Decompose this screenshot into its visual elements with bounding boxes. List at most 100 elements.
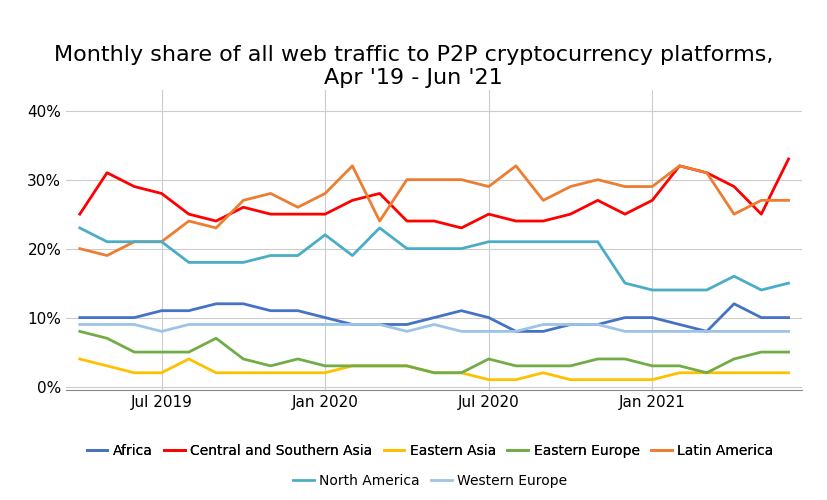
North America bbox=[375, 225, 385, 231]
Eastern Europe bbox=[784, 349, 794, 355]
Central and Southern Asia bbox=[293, 211, 303, 217]
Line: North America: North America bbox=[79, 228, 789, 290]
Africa bbox=[484, 314, 494, 320]
Western Europe bbox=[74, 322, 84, 328]
Latin America bbox=[293, 204, 303, 210]
Central and Southern Asia bbox=[593, 198, 603, 203]
Line: Central and Southern Asia: Central and Southern Asia bbox=[79, 159, 789, 228]
Eastern Asia bbox=[211, 370, 221, 376]
Latin America bbox=[211, 225, 221, 231]
Latin America bbox=[593, 176, 603, 182]
Eastern Europe bbox=[184, 349, 194, 355]
North America bbox=[320, 232, 330, 238]
Eastern Asia bbox=[566, 376, 576, 382]
Line: Latin America: Latin America bbox=[79, 166, 789, 256]
Central and Southern Asia bbox=[156, 190, 166, 196]
Central and Southern Asia bbox=[675, 163, 685, 169]
Africa bbox=[511, 328, 521, 334]
Latin America bbox=[265, 190, 275, 196]
Latin America bbox=[74, 246, 84, 252]
Western Europe bbox=[784, 328, 794, 334]
Line: Eastern Asia: Eastern Asia bbox=[79, 359, 789, 380]
Western Europe bbox=[620, 328, 630, 334]
Latin America bbox=[484, 184, 494, 190]
Africa bbox=[566, 322, 576, 328]
Latin America bbox=[238, 198, 248, 203]
Eastern Asia bbox=[538, 370, 548, 376]
Eastern Europe bbox=[702, 370, 712, 376]
Eastern Asia bbox=[293, 370, 303, 376]
Eastern Europe bbox=[265, 363, 275, 369]
Central and Southern Asia bbox=[74, 211, 84, 217]
Eastern Europe bbox=[675, 363, 685, 369]
North America bbox=[402, 246, 412, 252]
Central and Southern Asia bbox=[211, 218, 221, 224]
Western Europe bbox=[184, 322, 194, 328]
Western Europe bbox=[675, 328, 685, 334]
Africa bbox=[293, 308, 303, 314]
Latin America bbox=[757, 198, 767, 203]
North America bbox=[784, 280, 794, 286]
North America bbox=[457, 246, 466, 252]
Western Europe bbox=[156, 328, 166, 334]
Central and Southern Asia bbox=[129, 184, 139, 190]
Africa bbox=[784, 314, 794, 320]
Africa bbox=[102, 314, 112, 320]
Eastern Europe bbox=[293, 356, 303, 362]
Africa bbox=[429, 314, 439, 320]
Eastern Asia bbox=[347, 363, 357, 369]
Western Europe bbox=[729, 328, 739, 334]
Africa bbox=[347, 322, 357, 328]
Central and Southern Asia bbox=[729, 184, 739, 190]
Eastern Asia bbox=[757, 370, 767, 376]
Eastern Europe bbox=[320, 363, 330, 369]
North America bbox=[675, 287, 685, 293]
Central and Southern Asia bbox=[566, 211, 576, 217]
Africa bbox=[129, 314, 139, 320]
Western Europe bbox=[702, 328, 712, 334]
Western Europe bbox=[757, 328, 767, 334]
Text: Monthly share of all web traffic to P2P cryptocurrency platforms,
Apr '19 - Jun : Monthly share of all web traffic to P2P … bbox=[54, 45, 773, 88]
Eastern Asia bbox=[102, 363, 112, 369]
Latin America bbox=[784, 198, 794, 203]
Western Europe bbox=[347, 322, 357, 328]
Eastern Europe bbox=[347, 363, 357, 369]
Africa bbox=[757, 314, 767, 320]
Eastern Europe bbox=[238, 356, 248, 362]
Central and Southern Asia bbox=[784, 156, 794, 162]
Western Europe bbox=[129, 322, 139, 328]
Latin America bbox=[620, 184, 630, 190]
North America bbox=[265, 252, 275, 258]
Africa bbox=[457, 308, 466, 314]
Eastern Europe bbox=[375, 363, 385, 369]
Africa bbox=[702, 328, 712, 334]
Central and Southern Asia bbox=[429, 218, 439, 224]
North America bbox=[293, 252, 303, 258]
Central and Southern Asia bbox=[184, 211, 194, 217]
Eastern Asia bbox=[457, 370, 466, 376]
North America bbox=[757, 287, 767, 293]
North America bbox=[347, 252, 357, 258]
Eastern Europe bbox=[648, 363, 657, 369]
Central and Southern Asia bbox=[375, 190, 385, 196]
North America bbox=[511, 238, 521, 244]
Eastern Europe bbox=[129, 349, 139, 355]
Latin America bbox=[702, 170, 712, 176]
Latin America bbox=[538, 198, 548, 203]
Latin America bbox=[511, 163, 521, 169]
Western Europe bbox=[320, 322, 330, 328]
North America bbox=[102, 238, 112, 244]
Central and Southern Asia bbox=[457, 225, 466, 231]
Central and Southern Asia bbox=[511, 218, 521, 224]
Africa bbox=[538, 328, 548, 334]
Central and Southern Asia bbox=[402, 218, 412, 224]
Line: Western Europe: Western Europe bbox=[79, 324, 789, 332]
Latin America bbox=[347, 163, 357, 169]
Central and Southern Asia bbox=[320, 211, 330, 217]
Latin America bbox=[320, 190, 330, 196]
Africa bbox=[74, 314, 84, 320]
Eastern Asia bbox=[129, 370, 139, 376]
Africa bbox=[620, 314, 630, 320]
North America bbox=[729, 273, 739, 279]
Western Europe bbox=[593, 322, 603, 328]
